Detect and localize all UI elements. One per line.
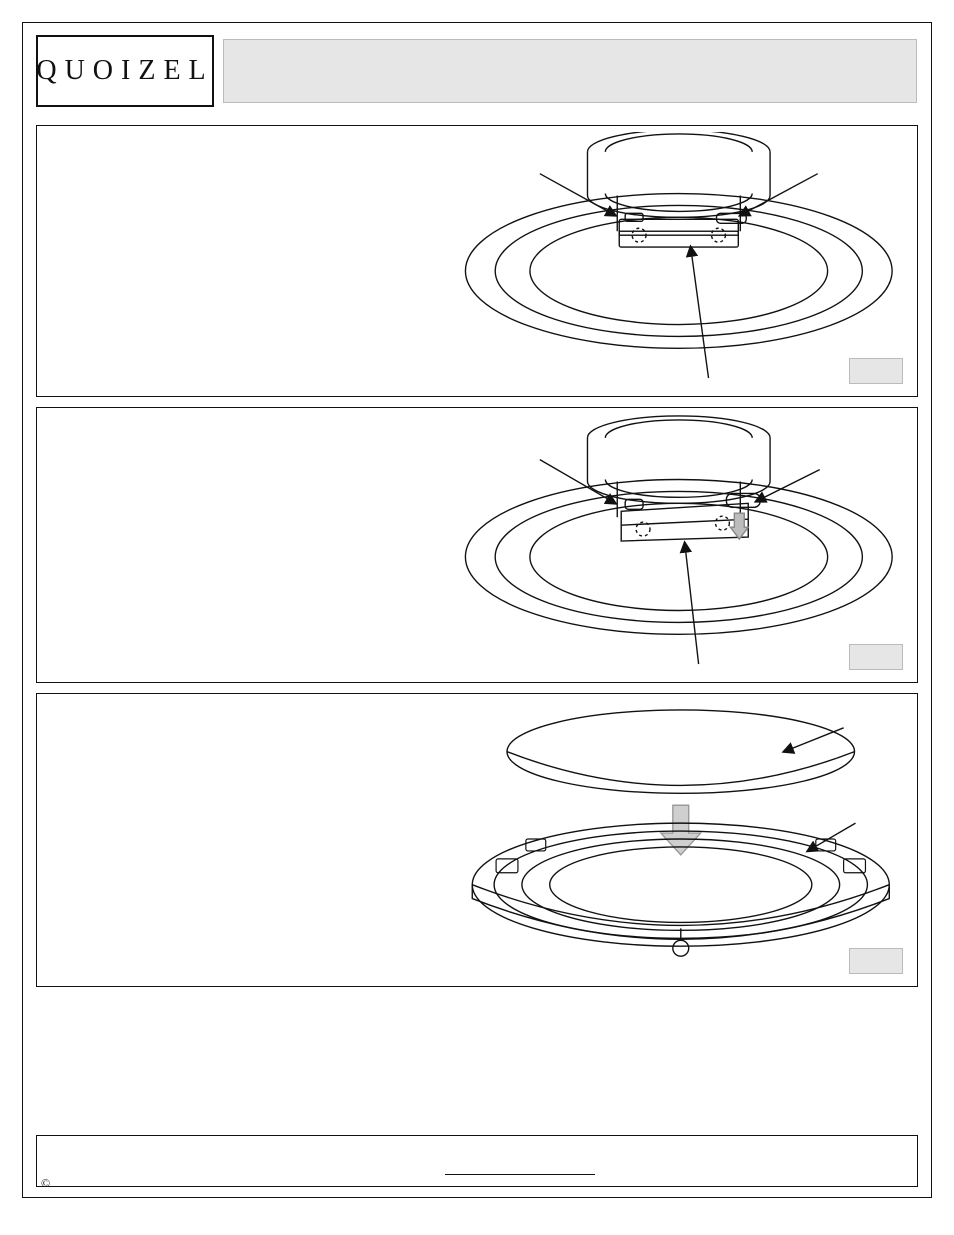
- step-panel-1: [36, 125, 918, 397]
- page: QUOIZEL: [0, 0, 954, 1235]
- diagram-2: [389, 414, 909, 676]
- figure-badge-1: [849, 358, 903, 384]
- notes-box: [36, 1135, 918, 1187]
- title-bar: [223, 39, 917, 103]
- diagram-3: [389, 700, 909, 980]
- brand-logo-text: QUOIZEL: [36, 55, 213, 87]
- step-panel-3: [36, 693, 918, 987]
- figure-badge-2: [849, 644, 903, 670]
- footer-rule: [445, 1174, 595, 1175]
- outer-frame: QUOIZEL: [22, 22, 932, 1198]
- figure-badge-3: [849, 948, 903, 974]
- step-panel-2: [36, 407, 918, 683]
- brand-logo-box: QUOIZEL: [36, 35, 214, 107]
- diagram-1: [389, 132, 909, 390]
- copyright-symbol: ©: [41, 1176, 50, 1191]
